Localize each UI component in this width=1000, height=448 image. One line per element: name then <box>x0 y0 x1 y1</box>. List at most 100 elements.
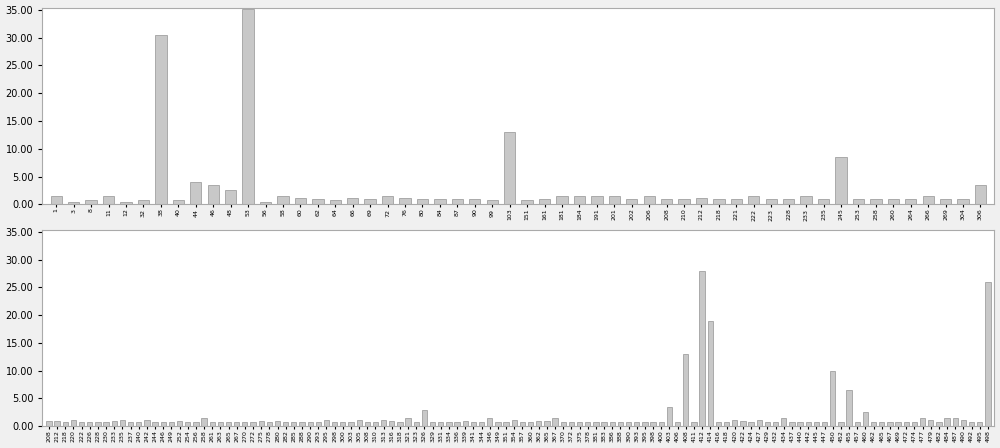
Bar <box>434 199 446 204</box>
Bar <box>912 422 917 426</box>
Bar <box>904 422 909 426</box>
Bar <box>161 422 166 426</box>
Bar <box>601 422 607 426</box>
Bar <box>389 421 394 426</box>
Bar <box>610 422 615 426</box>
Bar <box>871 422 876 426</box>
Bar <box>683 354 688 426</box>
Bar <box>773 422 778 426</box>
Bar <box>399 198 411 204</box>
Bar <box>324 420 329 426</box>
Bar <box>208 185 219 204</box>
Bar <box>234 422 239 426</box>
Bar <box>277 196 289 204</box>
Bar <box>138 200 149 204</box>
Bar <box>381 420 386 426</box>
Bar <box>835 157 847 204</box>
Bar <box>487 200 498 204</box>
Bar <box>944 418 950 426</box>
Bar <box>242 422 247 426</box>
Bar <box>414 422 419 426</box>
Bar <box>430 422 435 426</box>
Bar <box>923 196 934 204</box>
Bar <box>552 418 558 426</box>
Bar <box>521 200 533 204</box>
Bar <box>347 198 358 204</box>
Bar <box>781 418 786 426</box>
Bar <box>609 196 620 204</box>
Bar <box>678 199 690 204</box>
Bar <box>644 196 655 204</box>
Bar <box>561 422 566 426</box>
Bar <box>838 422 844 426</box>
Bar <box>800 196 812 204</box>
Bar <box>348 422 354 426</box>
Bar <box>242 9 254 204</box>
Bar <box>539 199 550 204</box>
Bar <box>512 420 517 426</box>
Bar <box>463 421 468 426</box>
Bar <box>173 200 184 204</box>
Bar <box>373 422 378 426</box>
Bar <box>691 422 697 426</box>
Bar <box>977 422 982 426</box>
Bar <box>299 422 305 426</box>
Bar <box>765 422 770 426</box>
Bar <box>953 418 958 426</box>
Bar <box>155 35 167 204</box>
Bar <box>870 199 882 204</box>
Bar <box>79 422 84 426</box>
Bar <box>863 413 868 426</box>
Bar <box>417 199 428 204</box>
Bar <box>724 422 729 426</box>
Bar <box>112 421 117 426</box>
Bar <box>210 422 215 426</box>
Bar <box>853 199 864 204</box>
Bar <box>814 422 819 426</box>
Bar <box>667 407 672 426</box>
Bar <box>650 422 656 426</box>
Bar <box>201 418 207 426</box>
Bar <box>226 422 231 426</box>
Bar <box>260 202 271 204</box>
Bar <box>128 422 133 426</box>
Bar <box>618 422 623 426</box>
Bar <box>291 422 296 426</box>
Bar <box>961 420 966 426</box>
Bar <box>332 422 337 426</box>
Bar <box>626 199 637 204</box>
Bar <box>713 199 725 204</box>
Bar <box>905 199 916 204</box>
Bar <box>732 420 737 426</box>
Bar <box>936 422 942 426</box>
Bar <box>422 409 427 426</box>
Bar <box>308 422 313 426</box>
Bar <box>888 199 899 204</box>
Bar <box>748 196 759 204</box>
Bar <box>789 422 795 426</box>
Bar <box>452 199 463 204</box>
Bar <box>51 196 62 204</box>
Bar <box>528 422 533 426</box>
Bar <box>405 418 411 426</box>
Bar <box>85 200 97 204</box>
Bar <box>748 422 754 426</box>
Bar <box>267 422 272 426</box>
Bar <box>365 422 370 426</box>
Bar <box>446 422 452 426</box>
Bar <box>120 420 125 426</box>
Bar <box>136 422 141 426</box>
Bar <box>46 421 52 426</box>
Bar <box>940 199 951 204</box>
Bar <box>830 370 835 426</box>
Bar <box>766 199 777 204</box>
Bar <box>275 421 280 426</box>
Bar <box>357 420 362 426</box>
Bar <box>283 422 288 426</box>
Bar <box>487 418 492 426</box>
Bar <box>169 422 174 426</box>
Bar <box>54 421 60 426</box>
Bar <box>928 420 933 426</box>
Bar <box>556 196 568 204</box>
Bar <box>504 132 515 204</box>
